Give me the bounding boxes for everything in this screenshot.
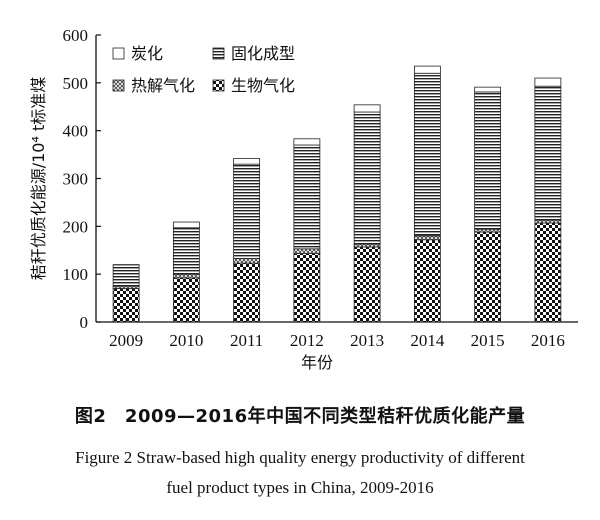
bar-segment-checker bbox=[233, 262, 261, 323]
bar-segment-checker bbox=[413, 239, 441, 323]
bar-segment-white bbox=[353, 104, 381, 113]
bar-segment-cross bbox=[534, 219, 562, 224]
bar-segment-cross bbox=[413, 235, 441, 241]
legend-label: 固化成型 bbox=[231, 44, 295, 63]
x-tick-label: 2016 bbox=[531, 331, 565, 350]
y-tick-label: 0 bbox=[80, 313, 89, 332]
stacked-bar-chart: 0 100 200 300 400 500 600 2009 2010 2011 2012 2013 2… bbox=[29, 26, 578, 372]
bar-segment-hlines bbox=[413, 72, 441, 237]
bar-segment-hlines bbox=[474, 91, 502, 230]
y-tick-label: 300 bbox=[63, 170, 89, 189]
x-tick-label: 2015 bbox=[471, 331, 505, 350]
bar-segment-checker bbox=[474, 231, 502, 323]
legend-swatch-hlines bbox=[212, 47, 225, 60]
bar-segment-cross bbox=[474, 228, 502, 233]
y-tick-label: 500 bbox=[63, 74, 89, 93]
bar-segment-hlines bbox=[534, 85, 562, 221]
bar-segment-checker bbox=[112, 288, 140, 323]
bar-segment-hlines bbox=[112, 264, 140, 287]
caption-english-line2: fuel product types in China, 2009-2016 bbox=[166, 478, 434, 497]
bar-segment-cross bbox=[233, 257, 261, 264]
bar-segment-white bbox=[293, 138, 321, 146]
x-axis-title: 年份 bbox=[301, 353, 333, 372]
legend-swatch-cross bbox=[112, 79, 125, 92]
bar-segment-hlines bbox=[353, 111, 381, 245]
x-tick-label: 2014 bbox=[410, 331, 445, 350]
y-tick-label: 400 bbox=[63, 122, 89, 141]
x-tick-label: 2011 bbox=[230, 331, 263, 350]
bar-segment-cross bbox=[172, 273, 200, 279]
legend-label: 热解气化 bbox=[131, 76, 195, 95]
x-tick-label: 2012 bbox=[290, 331, 324, 350]
x-tick-label: 2013 bbox=[350, 331, 384, 350]
bar-segment-hlines bbox=[172, 227, 200, 275]
bar-segment-white bbox=[474, 86, 502, 93]
y-tick-label: 200 bbox=[63, 217, 89, 236]
caption-chinese: 图2 2009—2016年中国不同类型秸秆优质化能产量 bbox=[74, 406, 526, 427]
bar-segment-checker bbox=[172, 277, 200, 323]
bar-segment-hlines bbox=[293, 144, 321, 250]
y-axis-title: 秸秆优质化能源/10⁴ t标准煤 bbox=[29, 77, 48, 281]
legend-swatch-checker bbox=[212, 79, 225, 92]
y-tick-label: 600 bbox=[63, 26, 89, 45]
legend-swatch-white bbox=[112, 47, 125, 60]
bar-segment-white bbox=[172, 221, 200, 229]
bar-segment-checker bbox=[353, 246, 381, 323]
y-tick-label: 100 bbox=[63, 265, 89, 284]
x-tick-label: 2009 bbox=[109, 331, 143, 350]
legend-label: 生物气化 bbox=[231, 76, 295, 95]
bar-segment-checker bbox=[293, 253, 321, 323]
caption-english-line1: Figure 2 Straw-based high quality energy… bbox=[75, 448, 525, 467]
x-tick-label: 2010 bbox=[169, 331, 203, 350]
bar-segment-hlines bbox=[233, 163, 261, 259]
bar-segment-cross bbox=[293, 248, 321, 254]
bar-segment-white bbox=[413, 65, 441, 74]
bar-segment-checker bbox=[534, 222, 562, 323]
bar-segment-white bbox=[534, 77, 562, 87]
bar-segment-white bbox=[233, 158, 261, 165]
legend-label: 炭化 bbox=[131, 44, 163, 63]
bar-segment-cross bbox=[353, 243, 381, 248]
